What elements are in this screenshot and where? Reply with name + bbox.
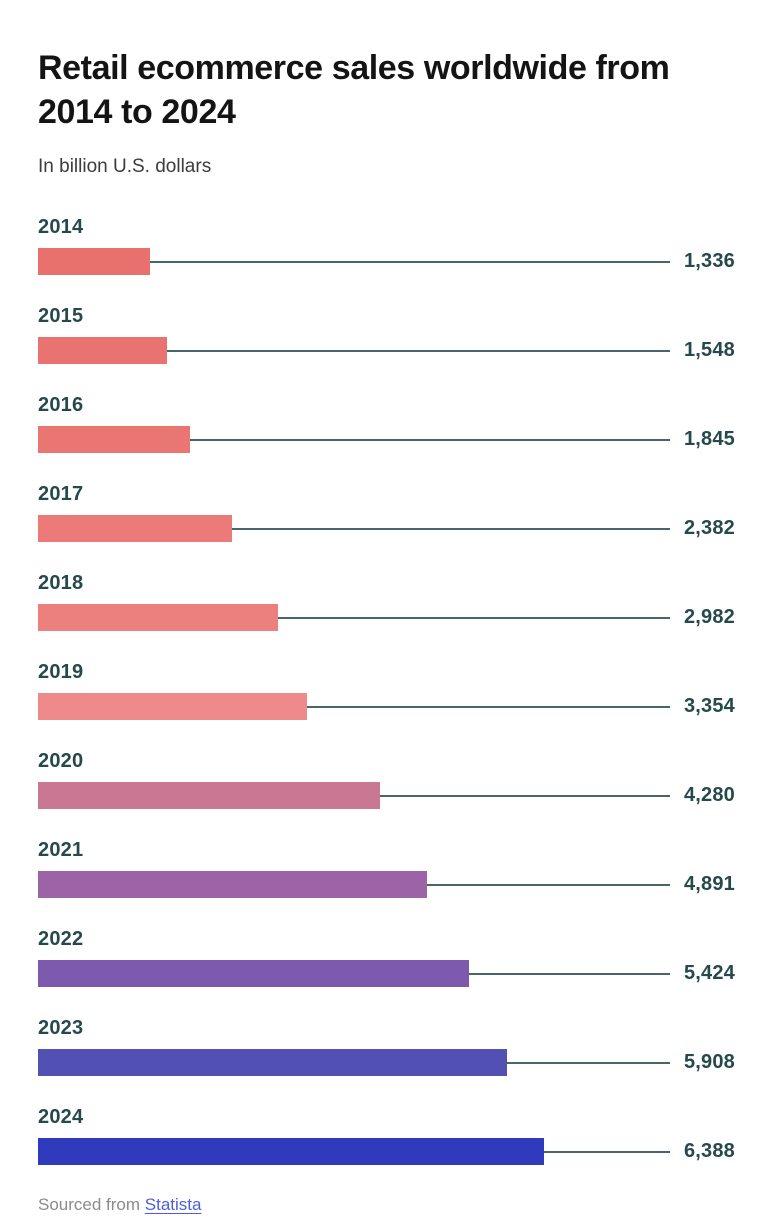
bar-track: 1,336 [38,248,735,275]
page-title: Retail ecommerce sales worldwide from 20… [38,49,670,131]
chart-rows: 2014 1,336 2015 1,548 2016 1,845 2017 2,382 2018… [38,216,735,1165]
bar-track: 2,382 [38,515,735,542]
bar [38,871,427,898]
chart-row: 2024 6,388 [38,1106,735,1165]
bar-track: 5,908 [38,1049,735,1076]
bar [38,693,307,720]
source-attribution: Sourced from Statista [38,1195,735,1215]
leader-line [167,349,670,352]
leader-line [307,705,670,708]
bar [38,337,167,364]
bar-track: 1,548 [38,337,735,364]
bar-track: 1,845 [38,426,735,453]
year-label: 2018 [38,572,84,594]
value-label: 1,336 [683,250,735,272]
bar [38,960,469,987]
value-label: 4,891 [683,873,735,895]
bar [38,515,232,542]
bar [38,426,190,453]
value-label: 3,354 [683,695,735,717]
value-label: 1,548 [683,339,735,361]
year-label: 2020 [38,750,84,772]
chart-row: 2023 5,908 [38,1017,735,1076]
bar [38,1138,544,1165]
leader-line [544,1150,670,1153]
leader-line [427,883,670,886]
bar-track: 4,891 [38,871,735,898]
bar [38,782,380,809]
year-label: 2015 [38,305,84,327]
leader-line [150,260,670,263]
year-label: 2023 [38,1017,84,1039]
bar-track: 3,354 [38,693,735,720]
chart-row: 2021 4,891 [38,839,735,898]
chart-row: 2022 5,424 [38,928,735,987]
year-label: 2024 [38,1106,84,1128]
chart-row: 2016 1,845 [38,394,735,453]
year-label: 2016 [38,394,84,416]
bar [38,1049,507,1076]
chart-row: 2020 4,280 [38,750,735,809]
bar-track: 4,280 [38,782,735,809]
chart-row: 2017 2,382 [38,483,735,542]
leader-line [507,1061,670,1064]
leader-line [469,972,670,975]
year-label: 2022 [38,928,84,950]
value-label: 2,982 [683,606,735,628]
year-label: 2017 [38,483,84,505]
value-label: 1,845 [683,428,735,450]
chart-row: 2019 3,354 [38,661,735,720]
year-label: 2021 [38,839,84,861]
chart-row: 2018 2,982 [38,572,735,631]
year-label: 2014 [38,216,84,238]
leader-line [232,527,670,530]
bar [38,604,278,631]
chart-row: 2015 1,548 [38,305,735,364]
sourced-from-text: Sourced from [38,1195,141,1214]
chart-row: 2014 1,336 [38,216,735,275]
leader-line [278,616,670,619]
bar-track: 6,388 [38,1138,735,1165]
statista-link[interactable]: Statista [144,1195,202,1214]
value-label: 5,424 [683,962,735,984]
leader-line [190,438,670,441]
year-label: 2019 [38,661,84,683]
value-label: 5,908 [683,1051,735,1073]
chart-subtitle: In billion U.S. dollars [38,156,212,177]
bar-track: 2,982 [38,604,735,631]
leader-line [380,794,670,797]
value-label: 4,280 [683,784,735,806]
value-label: 2,382 [683,517,735,539]
value-label: 6,388 [683,1140,735,1162]
bar [38,248,150,275]
bar-track: 5,424 [38,960,735,987]
